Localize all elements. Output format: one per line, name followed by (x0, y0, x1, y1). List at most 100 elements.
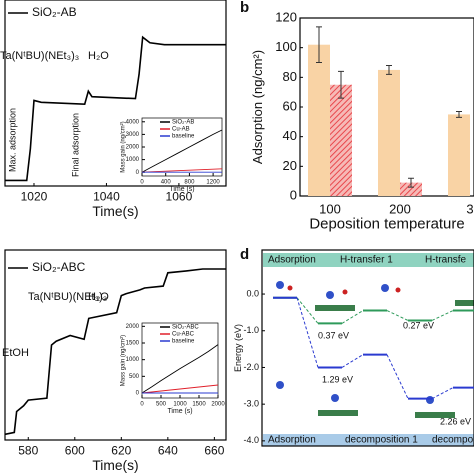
energy-connector (386, 310, 409, 321)
annotation: Ta(NᵗBU)(NEt₃)₃ (0, 50, 79, 62)
data-line (141, 344, 219, 394)
y-tick-label: 2000 (126, 324, 140, 330)
x-tick-label: 1500 (192, 401, 206, 407)
error-bar (338, 70, 344, 99)
data-line (141, 129, 223, 173)
y-tick-label: 20 (283, 158, 297, 173)
annotation: 2.26 eV (440, 416, 471, 426)
y-tick-label: 1000 (126, 157, 140, 163)
annotation: H₂O (88, 291, 109, 303)
error-bar (456, 110, 462, 118)
energy-connector (296, 297, 319, 368)
data-line (141, 168, 223, 173)
x-tick-label: 400 (161, 179, 172, 185)
x-tick-label: 200 (389, 201, 411, 216)
annotation: Max. adsorption (7, 108, 17, 172)
annotation: H-transfer 1 (340, 255, 393, 266)
legend-label: baseline (172, 339, 195, 345)
y-axis-label: Energy (eV) (233, 324, 243, 372)
y-axis-label: Mass gain (ng/cm²) (120, 335, 126, 386)
error-bar (316, 26, 322, 63)
y-tick-label: 1500 (126, 341, 140, 347)
y-tick-label: 0 (136, 170, 140, 176)
y-tick-label: 3000 (126, 132, 140, 138)
bar (448, 114, 470, 196)
x-tick-label: 500 (156, 401, 167, 407)
annotation: H₂O (88, 50, 109, 62)
legend-label: SiO₂-AB (32, 5, 77, 19)
x-tick-label: 1060 (166, 190, 193, 204)
y-tick-label: 500 (129, 374, 140, 380)
y-tick-label: 4000 (126, 119, 140, 125)
x-tick-label: 640 (158, 444, 178, 458)
x-axis-label: Deposition temperature (309, 216, 464, 233)
plot-frame (141, 117, 223, 177)
y-tick-label: 120 (275, 9, 297, 24)
y-tick-label: 1000 (126, 357, 140, 363)
annotation: 1.29 eV (322, 374, 353, 384)
bar (400, 182, 422, 196)
y-tick-label: -2.0 (243, 362, 259, 372)
y-tick-label: -1.0 (243, 325, 259, 335)
legend-label: baseline (172, 134, 195, 140)
x-tick-label: 100 (319, 201, 341, 216)
x-tick-label: 2000 (211, 401, 225, 407)
legend-label: SiO₂-ABC (172, 325, 199, 331)
error-bar (408, 177, 414, 188)
annotation: 0.37 eV (318, 330, 349, 340)
x-tick-label: 580 (18, 444, 38, 458)
panel-label: d (240, 246, 249, 263)
annotation: Adsorption (268, 435, 316, 446)
x-tick-label: 0 (140, 401, 144, 407)
y-tick-label: 0 (290, 187, 297, 202)
x-axis-label: Time (s) (167, 408, 192, 415)
y-tick-label: -3.0 (243, 399, 259, 409)
annotation: 0.27 eV (403, 320, 434, 330)
y-tick-label: 0.0 (246, 288, 259, 298)
legend-label: Cu-AB (172, 127, 190, 133)
y-tick-label: 60 (283, 98, 297, 113)
y-axis-label: Adsorption (ng/cm²) (250, 50, 265, 164)
energy-connector (296, 297, 319, 324)
annotation: Adsorption (268, 255, 316, 266)
annotation: Final adsorption (70, 113, 80, 177)
annotation: H-transfe (425, 255, 467, 266)
annotation: decompos (432, 435, 474, 446)
panel-label: b (240, 0, 249, 16)
bar (308, 44, 330, 197)
bar (378, 69, 400, 196)
plot-frame (261, 249, 474, 447)
annotation: Ta(NᵗBU)(NEt₃)₃ (28, 291, 107, 303)
y-tick-label: 100 (275, 39, 297, 54)
x-tick-label: 660 (204, 444, 224, 458)
annotation: decomposition 1 (345, 435, 418, 446)
x-axis-label: Time(s) (92, 458, 138, 473)
x-tick-label: 800 (184, 179, 195, 185)
data-line (5, 35, 226, 182)
y-tick-label: 40 (283, 128, 297, 143)
y-axis-label: Mass gain (ng/cm²) (120, 121, 126, 172)
x-axis-label: Time(s) (92, 204, 138, 219)
x-tick-label: 3 (466, 201, 473, 216)
x-tick-label: 1200 (206, 179, 220, 185)
energy-connector (386, 354, 409, 399)
legend-label: Cu-ABC (172, 332, 195, 338)
legend-label: SiO₂-ABC (32, 260, 86, 274)
y-tick-label: -4.0 (243, 435, 259, 445)
x-tick-label: 0 (140, 179, 144, 185)
y-tick-label: 2000 (126, 145, 140, 151)
y-tick-label: 0 (136, 391, 140, 397)
x-tick-label: 600 (65, 444, 85, 458)
energy-connector (341, 310, 364, 324)
energy-connector (431, 310, 454, 321)
energy-connector (431, 387, 454, 400)
x-tick-label: 1000 (173, 401, 187, 407)
x-tick-label: 620 (111, 444, 131, 458)
legend-label: SiO₂-AB (172, 120, 194, 126)
bar (330, 84, 352, 196)
x-tick-label: 1020 (21, 190, 48, 204)
annotation: EtOH (2, 347, 29, 359)
x-axis-label: Time (s) (169, 186, 194, 193)
error-bar (386, 64, 392, 75)
